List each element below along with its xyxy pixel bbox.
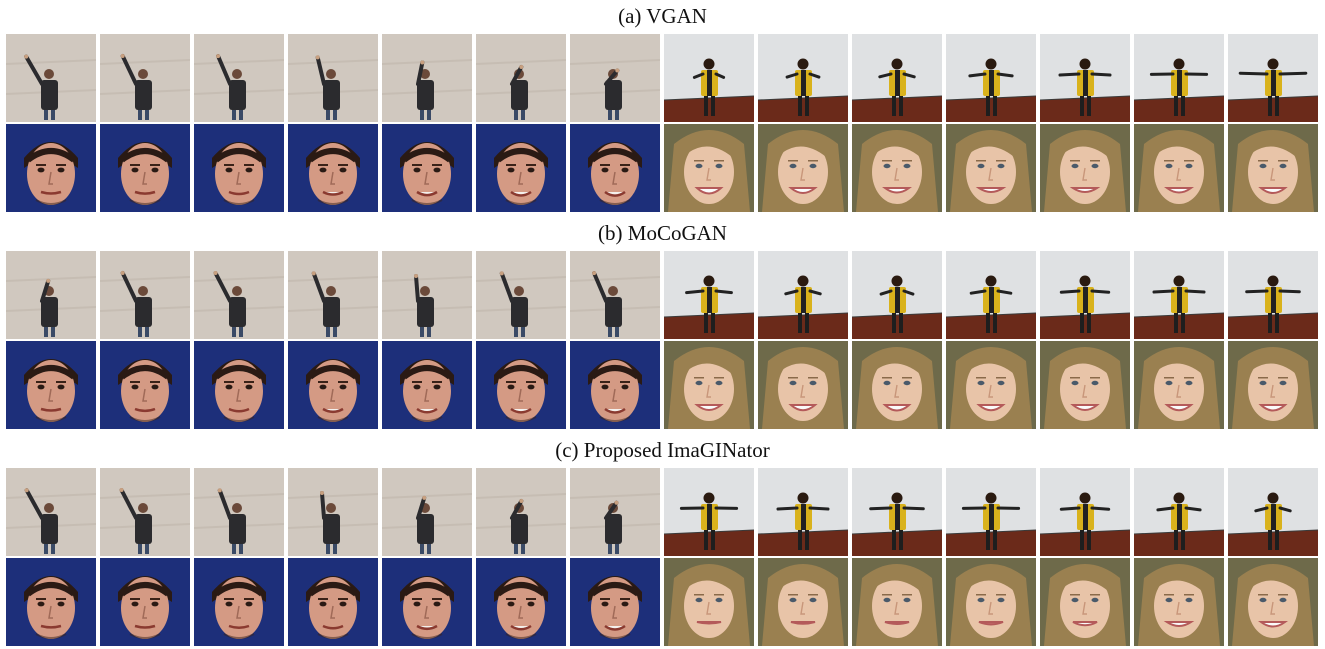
frame-vgan-room-3: [852, 34, 942, 122]
frame-vgan-face-male-2: [100, 124, 190, 212]
frame-vgan-wall-3: [194, 34, 284, 122]
frame-mocogan-face-girl-3: [852, 341, 942, 429]
frame-mocogan-face-male-2: [100, 341, 190, 429]
frame-vgan-wall-5: [382, 34, 472, 122]
frame-imaginator-face-girl-2: [758, 558, 848, 646]
frame-imaginator-face-male-4: [288, 558, 378, 646]
frame-mocogan-room-7: [1228, 251, 1318, 339]
frame-mocogan-wall-1: [6, 251, 96, 339]
frame-imaginator-face-girl-7: [1228, 558, 1318, 646]
frame-imaginator-wall-3: [194, 468, 284, 556]
frame-vgan-face-girl-4: [946, 124, 1036, 212]
frame-vgan-room-6: [1134, 34, 1224, 122]
frame-imaginator-wall-7: [570, 468, 660, 556]
frame-imaginator-face-girl-6: [1134, 558, 1224, 646]
frame-vgan-room-2: [758, 34, 848, 122]
frame-vgan-face-male-4: [288, 124, 378, 212]
frame-imaginator-face-girl-4: [946, 558, 1036, 646]
frame-imaginator-face-girl-1: [664, 558, 754, 646]
frame-mocogan-face-male-1: [6, 341, 96, 429]
frame-imaginator-face-male-1: [6, 558, 96, 646]
frame-mocogan-face-girl-6: [1134, 341, 1224, 429]
frame-mocogan-room-4: [946, 251, 1036, 339]
frame-vgan-wall-6: [476, 34, 566, 122]
frame-vgan-room-4: [946, 34, 1036, 122]
frame-imaginator-room-3: [852, 468, 942, 556]
frame-mocogan-face-male-5: [382, 341, 472, 429]
frame-mocogan-wall-4: [288, 251, 378, 339]
frame-imaginator-room-7: [1228, 468, 1318, 556]
frame-vgan-face-girl-6: [1134, 124, 1224, 212]
section-title-vgan: (a) VGAN: [618, 4, 707, 28]
frame-vgan-room-1: [664, 34, 754, 122]
frame-mocogan-wall-6: [476, 251, 566, 339]
frame-vgan-room-7: [1228, 34, 1318, 122]
frame-mocogan-face-girl-4: [946, 341, 1036, 429]
frame-vgan-face-girl-5: [1040, 124, 1130, 212]
frame-imaginator-room-6: [1134, 468, 1224, 556]
frame-imaginator-face-girl-3: [852, 558, 942, 646]
frame-vgan-face-male-3: [194, 124, 284, 212]
frame-imaginator-wall-5: [382, 468, 472, 556]
frame-imaginator-face-male-2: [100, 558, 190, 646]
frame-mocogan-room-1: [664, 251, 754, 339]
frame-mocogan-room-2: [758, 251, 848, 339]
frame-mocogan-face-girl-1: [664, 341, 754, 429]
frame-vgan-face-girl-3: [852, 124, 942, 212]
frame-imaginator-face-male-7: [570, 558, 660, 646]
frame-imaginator-face-male-3: [194, 558, 284, 646]
frame-mocogan-face-male-3: [194, 341, 284, 429]
frame-mocogan-wall-7: [570, 251, 660, 339]
frame-vgan-face-male-7: [570, 124, 660, 212]
frame-vgan-face-girl-1: [664, 124, 754, 212]
frame-imaginator-room-2: [758, 468, 848, 556]
frame-imaginator-wall-2: [100, 468, 190, 556]
frame-vgan-face-girl-7: [1228, 124, 1318, 212]
frame-imaginator-room-1: [664, 468, 754, 556]
frame-imaginator-room-4: [946, 468, 1036, 556]
frame-mocogan-face-girl-7: [1228, 341, 1318, 429]
frame-imaginator-face-male-5: [382, 558, 472, 646]
frame-vgan-wall-4: [288, 34, 378, 122]
frame-mocogan-face-girl-5: [1040, 341, 1130, 429]
frame-vgan-wall-2: [100, 34, 190, 122]
frame-mocogan-wall-2: [100, 251, 190, 339]
frame-imaginator-room-5: [1040, 468, 1130, 556]
frame-mocogan-wall-3: [194, 251, 284, 339]
frame-imaginator-face-male-6: [476, 558, 566, 646]
frame-imaginator-wall-4: [288, 468, 378, 556]
frame-mocogan-wall-5: [382, 251, 472, 339]
frame-vgan-face-male-5: [382, 124, 472, 212]
section-title-mocogan: (b) MoCoGAN: [598, 221, 727, 245]
frame-mocogan-face-girl-2: [758, 341, 848, 429]
frame-mocogan-face-male-7: [570, 341, 660, 429]
frame-imaginator-wall-6: [476, 468, 566, 556]
frame-vgan-face-girl-2: [758, 124, 848, 212]
frame-mocogan-room-5: [1040, 251, 1130, 339]
frame-mocogan-room-3: [852, 251, 942, 339]
frame-imaginator-face-girl-5: [1040, 558, 1130, 646]
frame-vgan-face-male-6: [476, 124, 566, 212]
frame-vgan-wall-7: [570, 34, 660, 122]
frame-vgan-room-5: [1040, 34, 1130, 122]
frame-vgan-wall-1: [6, 34, 96, 122]
frame-mocogan-room-6: [1134, 251, 1224, 339]
frame-imaginator-wall-1: [6, 468, 96, 556]
frame-mocogan-face-male-4: [288, 341, 378, 429]
section-title-imaginator: (c) Proposed ImaGINator: [555, 438, 770, 462]
frame-mocogan-face-male-6: [476, 341, 566, 429]
frame-vgan-face-male-1: [6, 124, 96, 212]
